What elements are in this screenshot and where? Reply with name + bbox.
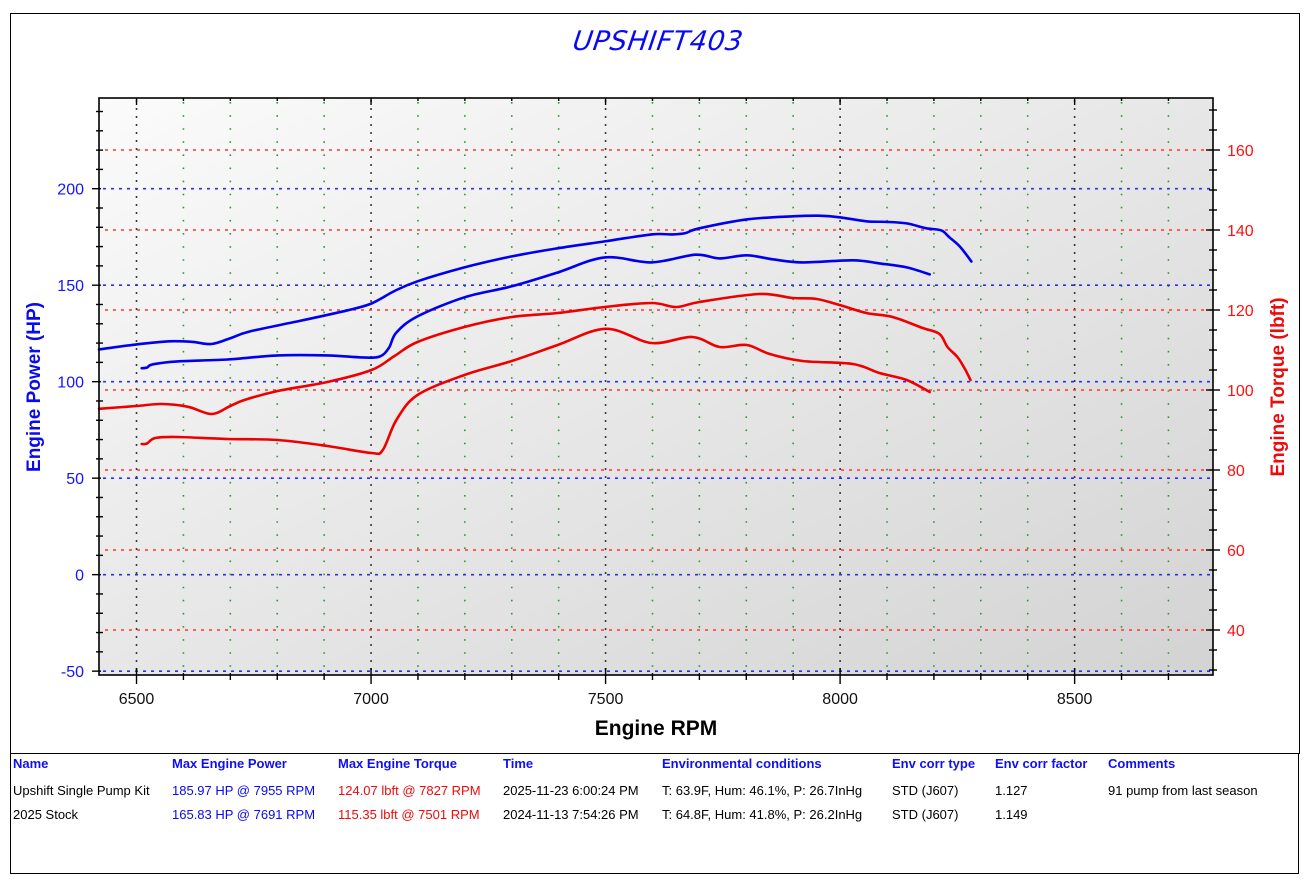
x-tick-label: 8000 (822, 691, 858, 708)
max-power: 185.97 HP @ 7955 RPM (172, 783, 316, 798)
env-corr-factor: 1.127 (995, 783, 1028, 798)
env-corr-factor: 1.149 (995, 807, 1028, 822)
results-table: Name Max Engine Power Max Engine Torque … (10, 753, 1299, 874)
y-left-tick-label: 0 (75, 568, 84, 585)
y-right-tick-label: 160 (1227, 143, 1254, 160)
axes (92, 97, 1220, 684)
header-max-torque: Max Engine Torque (338, 756, 457, 771)
max-torque: 124.07 lbft @ 7827 RPM (338, 783, 481, 798)
max-power: 165.83 HP @ 7691 RPM (172, 807, 316, 822)
y-right-tick-label: 120 (1227, 303, 1254, 320)
y-left-tick-label: -50 (61, 664, 84, 681)
y-right-tick-label: 40 (1227, 623, 1245, 640)
header-comments: Comments (1108, 756, 1176, 771)
torque-curve (97, 292, 972, 416)
env-corr-type: STD (J607) (892, 807, 959, 822)
comments: 91 pump from last season (1108, 783, 1258, 798)
y-right-tick-label: 140 (1227, 223, 1254, 240)
tick-labels: 6500 7000 7500 8000 8500 -50 0 50 100 150 200 40 60 8… (57, 143, 1254, 708)
plot-area (99, 98, 1213, 675)
plot-border (98, 97, 1214, 676)
header-env-conditions: Environmental conditions (662, 756, 822, 771)
table-row[interactable]: Upshift Single Pump Kit 185.97 HP @ 7955… (11, 782, 1298, 802)
x-tick-label: 6500 (119, 691, 155, 708)
header-env-corr-type: Env corr type (892, 756, 976, 771)
x-tick-label: 7500 (588, 691, 624, 708)
grid-lines (103, 100, 1213, 675)
y-left-tick-label: 150 (57, 278, 84, 295)
y-right-tick-label: 80 (1227, 463, 1245, 480)
y-left-axis-title: Engine Power (HP) (24, 302, 45, 472)
chart-title: UPSHIFT403 (570, 26, 746, 57)
env-corr-type: STD (J607) (892, 783, 959, 798)
header-max-power: Max Engine Power (172, 756, 287, 771)
dyno-chart: 6500 7000 7500 8000 8500 -50 0 50 100 150 200 40 60 8… (24, 97, 1289, 740)
y-left-tick-label: 50 (66, 471, 84, 488)
torque-curve (140, 327, 931, 456)
y-right-tick-label: 60 (1227, 543, 1245, 560)
y-left-tick-label: 100 (57, 375, 84, 392)
x-tick-label: 8500 (1057, 691, 1093, 708)
curves (97, 214, 973, 456)
env-conditions: T: 63.9F, Hum: 46.1%, P: 26.7InHg (662, 783, 863, 798)
table-header-row: Name Max Engine Power Max Engine Torque … (11, 755, 1298, 775)
y-left-tick-label: 200 (57, 182, 84, 199)
y-right-axis-title: Engine Torque (lbft) (1268, 297, 1289, 476)
table-row[interactable]: 2025 Stock 165.83 HP @ 7691 RPM 115.35 l… (11, 806, 1298, 826)
run-time: 2025-11-23 6:00:24 PM (503, 783, 639, 798)
x-axis-title: Engine RPM (595, 717, 718, 740)
run-name: Upshift Single Pump Kit (13, 783, 150, 798)
max-torque: 115.35 lbft @ 7501 RPM (338, 807, 480, 822)
header-env-corr-factor: Env corr factor (995, 756, 1088, 771)
x-tick-label: 7000 (353, 691, 389, 708)
power-curve (140, 253, 931, 370)
power-curve (97, 214, 973, 351)
y-right-tick-label: 100 (1227, 383, 1254, 400)
env-conditions: T: 64.8F, Hum: 41.8%, P: 26.2InHg (662, 807, 863, 822)
run-time: 2024-11-13 7:54:26 PM (503, 807, 639, 822)
header-name: Name (13, 756, 49, 771)
header-time: Time (503, 756, 534, 771)
run-name: 2025 Stock (13, 807, 79, 822)
